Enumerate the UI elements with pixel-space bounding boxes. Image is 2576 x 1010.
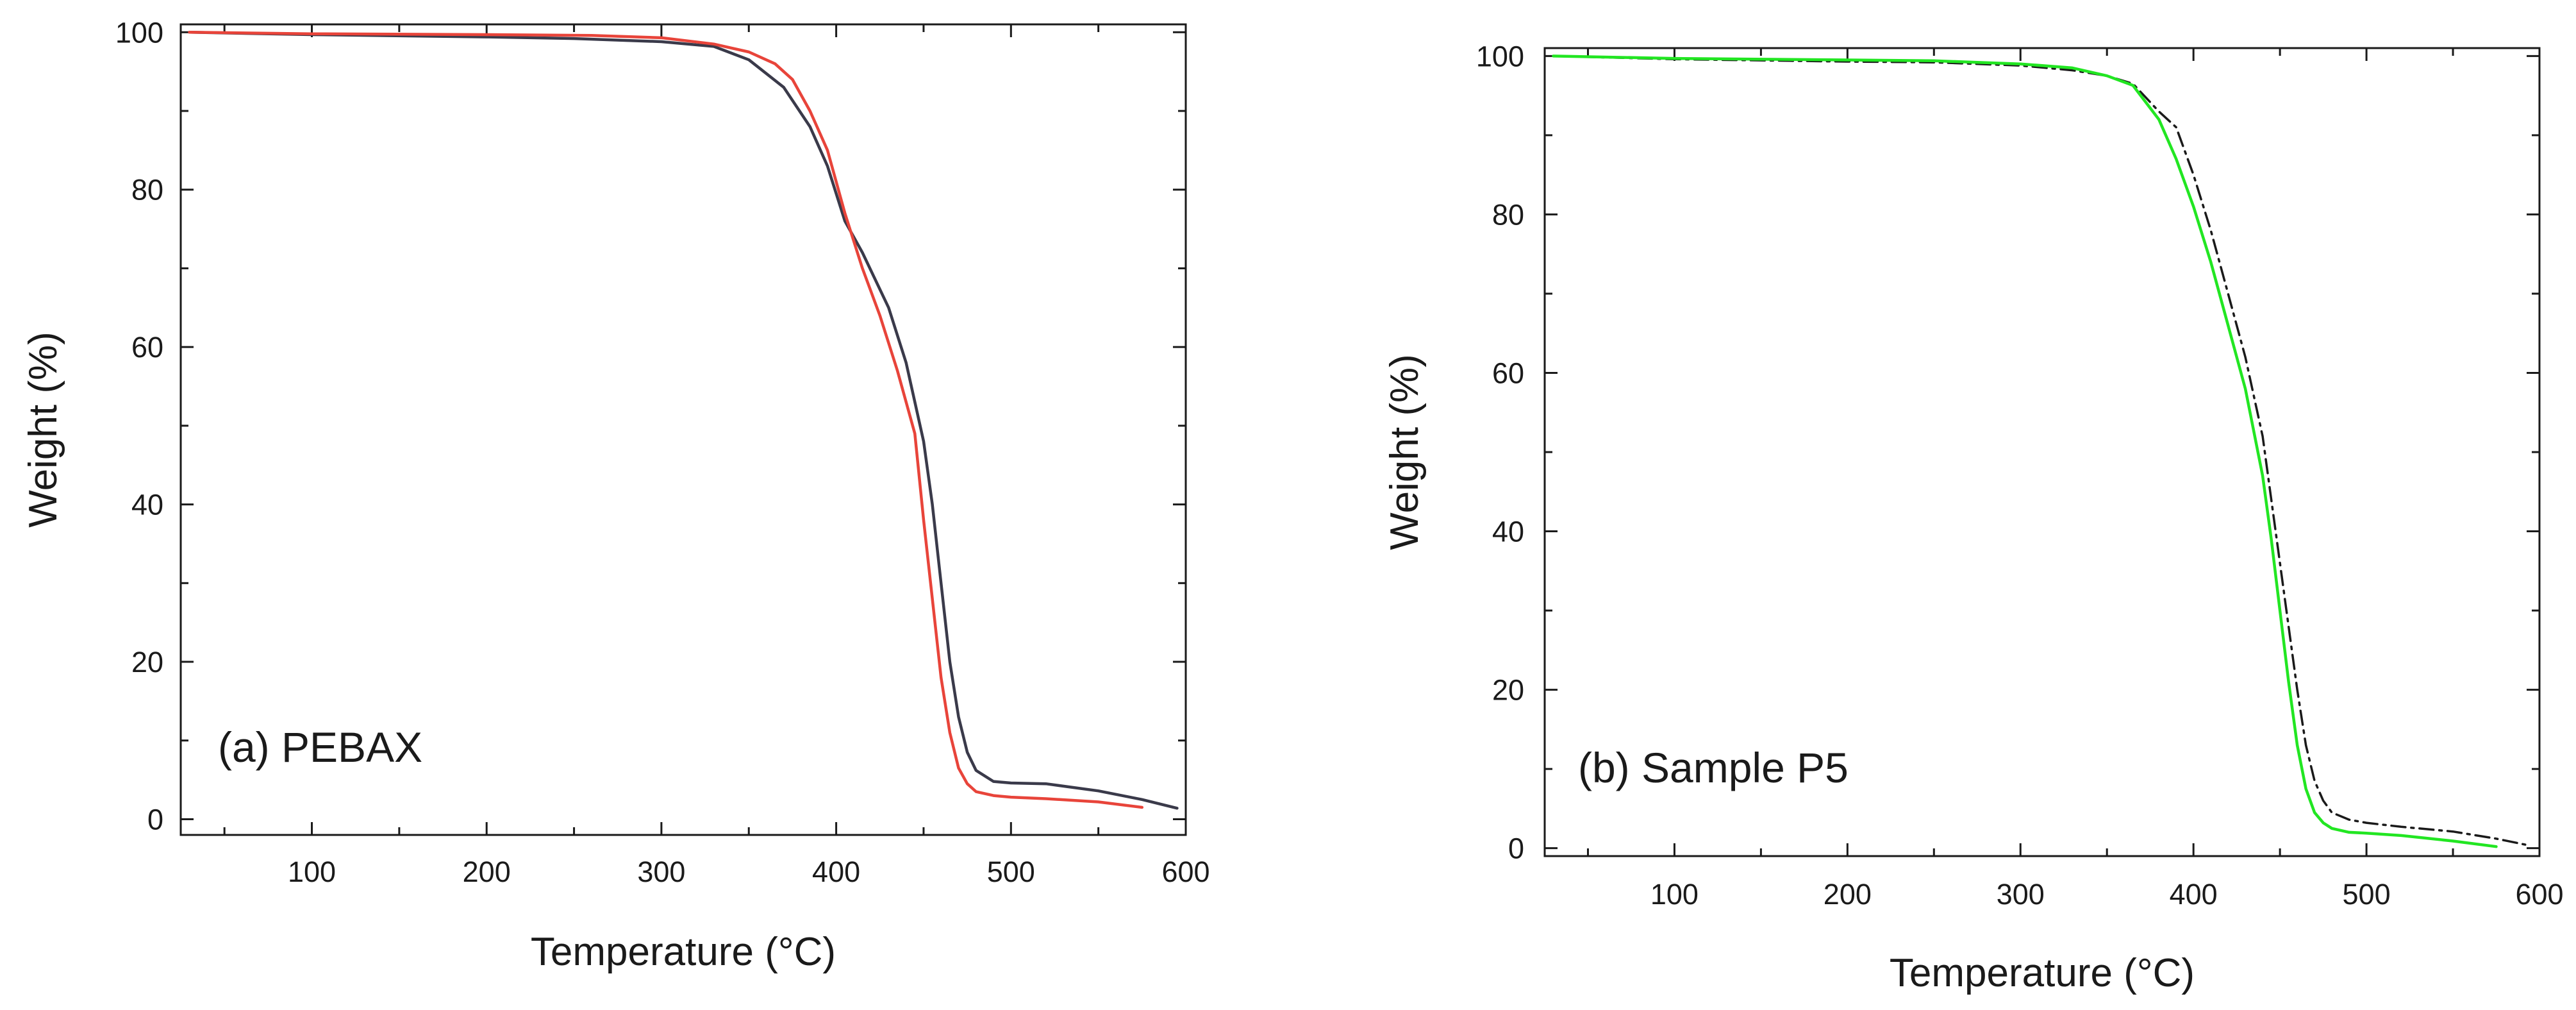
y-tick-label: 60 xyxy=(131,331,163,364)
x-tick-label: 300 xyxy=(637,855,685,888)
x-tick-label: 500 xyxy=(987,855,1035,888)
series-line-a-2 xyxy=(188,31,1144,809)
y-tick-label: 40 xyxy=(1492,516,1524,548)
y-tick-label: 60 xyxy=(1492,357,1524,389)
y-axis-title: Weight (%) xyxy=(1383,354,1427,550)
x-tick-label: 200 xyxy=(463,855,511,888)
x-tick-label: 100 xyxy=(1650,878,1699,911)
plot-frame xyxy=(179,23,1187,836)
panel-label-a: (a) PEBAX xyxy=(218,723,422,771)
y-tick-label: 20 xyxy=(1492,674,1524,707)
y-tick-label: 100 xyxy=(115,16,163,49)
x-axis-title: Temperature (°C) xyxy=(531,930,836,974)
x-tick-label: 500 xyxy=(2343,878,2391,911)
x-tick-label: 300 xyxy=(1997,878,2045,911)
y-tick-label: 0 xyxy=(147,803,163,836)
x-tick-label: 100 xyxy=(288,855,336,888)
y-axis-title: Weight (%) xyxy=(21,332,65,528)
y-tick-label: 80 xyxy=(1492,198,1524,231)
y-tick-label: 40 xyxy=(131,489,163,521)
series-line-b-1 xyxy=(1552,55,2532,847)
panel-label-b: (b) Sample P5 xyxy=(1578,744,1849,791)
y-tick-label: 0 xyxy=(1508,832,1524,865)
y-tick-label: 100 xyxy=(1476,40,1524,72)
x-tick-label: 400 xyxy=(2170,878,2218,911)
chart-panel-a: 100 200 300 400 500 600 0 20 40 60 80 100 Temperatur… xyxy=(21,16,1210,974)
y-tick-label: 80 xyxy=(131,174,163,206)
x-tick-label: 600 xyxy=(1161,855,1209,888)
x-axis-title: Temperature (°C) xyxy=(1890,951,2195,995)
plot-frame xyxy=(1543,47,2541,857)
chart-panel-b: 100 200 300 400 500 600 0 20 40 60 80 100 Temperatur… xyxy=(1383,40,2564,995)
x-tick-label: 400 xyxy=(812,855,860,888)
x-tick-label: 600 xyxy=(2515,878,2563,911)
series-line-a-1 xyxy=(188,31,1179,810)
y-tick-label: 20 xyxy=(131,646,163,678)
x-tick-label: 200 xyxy=(1824,878,1872,911)
series-line-b-2 xyxy=(1552,55,2498,848)
